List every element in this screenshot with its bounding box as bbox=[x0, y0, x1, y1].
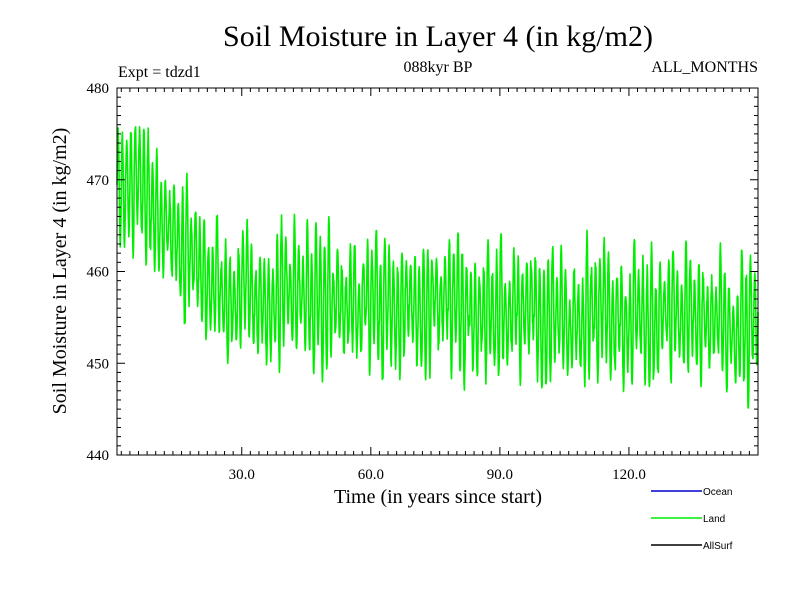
x-axis-label: Time (in years since start) bbox=[334, 486, 542, 508]
series-line-land bbox=[116, 125, 759, 409]
chart-title: Soil Moisture in Layer 4 (in kg/m2) bbox=[223, 20, 653, 53]
x-tick-label: 60.0 bbox=[358, 467, 384, 483]
experiment-label: Expt = tdzd1 bbox=[118, 64, 201, 81]
plot-area bbox=[116, 125, 759, 409]
y-tick-label: 460 bbox=[87, 265, 110, 281]
axis-ticks: 30.0 60.0 90.0 120.0 440 450 460 470 480 bbox=[87, 81, 758, 483]
y-axis-label: Soil Moisture in Layer 4 (in kg/m2) bbox=[49, 128, 71, 415]
x-tick-label: 120.0 bbox=[612, 467, 646, 483]
legend-label-allsurf: AllSurf bbox=[703, 541, 733, 552]
period-label: 088kyr BP bbox=[404, 59, 473, 76]
legend-label-land: Land bbox=[703, 514, 725, 525]
y-tick-label: 470 bbox=[87, 173, 110, 189]
x-tick-label: 90.0 bbox=[487, 467, 513, 483]
legend-label-ocean: Ocean bbox=[703, 487, 732, 498]
legend: Ocean Land AllSurf bbox=[651, 487, 733, 552]
x-tick-label: 30.0 bbox=[229, 467, 255, 483]
months-label: ALL_MONTHS bbox=[651, 59, 758, 76]
y-tick-label: 440 bbox=[87, 448, 110, 464]
y-tick-label: 450 bbox=[87, 356, 110, 372]
y-tick-label: 480 bbox=[87, 81, 110, 97]
